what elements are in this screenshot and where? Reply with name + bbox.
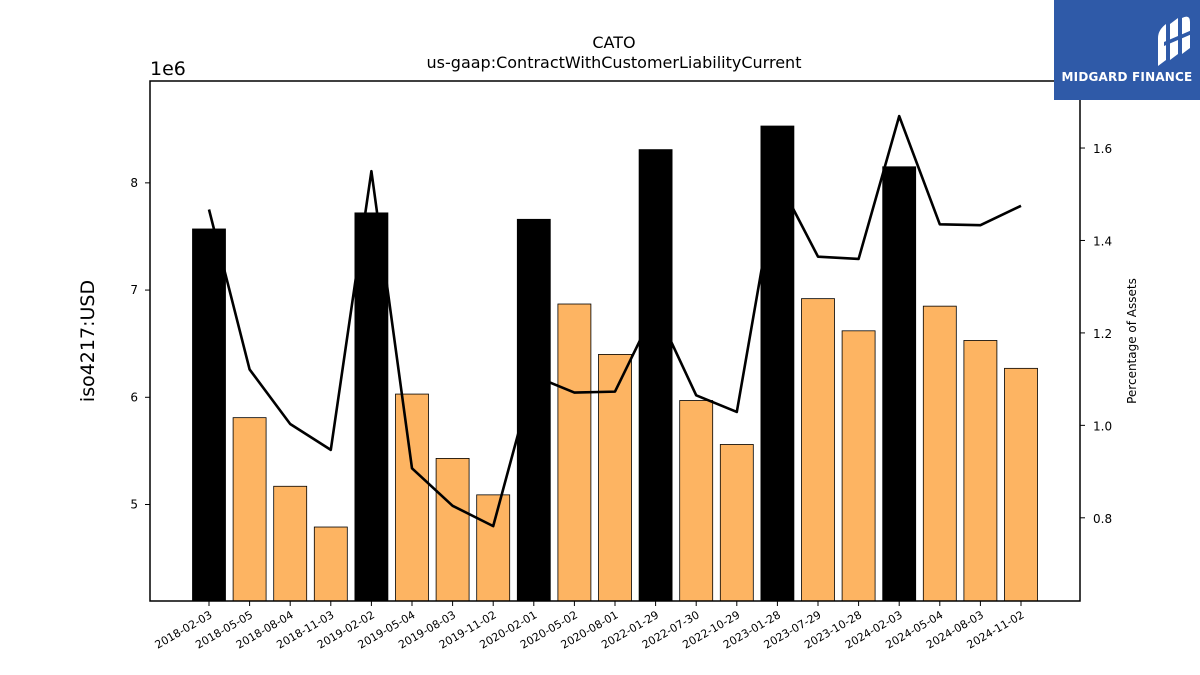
- bar-2024-02-03: [882, 166, 917, 602]
- y-axis-multiplier: 1e6: [150, 58, 186, 80]
- bar-2023-07-29: [801, 298, 835, 602]
- bar-2023-01-28: [760, 125, 795, 602]
- plot-area: 56780.81.01.21.41.62018-02-032018-05-052…: [130, 80, 1112, 652]
- y-axis-label: iso4217:USD: [77, 280, 99, 402]
- bar-2023-10-28: [841, 330, 876, 602]
- y2-tick-label-1.2: 1.2: [1093, 327, 1112, 341]
- bar-2022-07-30: [679, 400, 714, 602]
- bar-2018-08-04: [273, 485, 308, 602]
- bar-2020-08-01: [598, 354, 632, 602]
- y2-tick-label-1.6: 1.6: [1093, 142, 1112, 156]
- bar-2022-10-29: [719, 444, 754, 602]
- y2-axis-label: Percentage of Assets: [1125, 278, 1139, 404]
- bar-2018-11-03: [313, 526, 348, 602]
- y-tick-label-5: 5: [130, 498, 138, 512]
- logo: MIDGARD FINANCE: [1054, 0, 1200, 100]
- bar-2024-05-04: [922, 305, 957, 602]
- bar-2019-02-02: [354, 212, 389, 602]
- bar-2018-02-03: [192, 228, 226, 602]
- bar-2024-08-03: [963, 340, 998, 602]
- logo-text: MIDGARD FINANCE: [1061, 70, 1193, 84]
- y2-tick-label-1.4: 1.4: [1093, 234, 1112, 248]
- bar-2024-11-02: [1004, 367, 1038, 602]
- bar-2019-05-04: [395, 393, 429, 602]
- bar-2019-08-03: [435, 458, 470, 602]
- bar-2019-11-02: [476, 494, 511, 602]
- bar-2020-05-02: [557, 303, 592, 602]
- y-tick-label-8: 8: [130, 176, 138, 190]
- chart-subtitle: us-gaap:ContractWithCustomerLiabilityCur…: [427, 53, 802, 72]
- y-tick-label-7: 7: [130, 283, 138, 297]
- bar-2022-01-29: [638, 149, 673, 602]
- mf-monogram-icon: [1158, 16, 1192, 66]
- y-tick-label-6: 6: [130, 390, 138, 404]
- y2-tick-label-0.8: 0.8: [1093, 512, 1112, 526]
- bar-2020-02-01: [516, 218, 551, 602]
- bar-2018-05-05: [232, 417, 267, 602]
- chart-title: CATO: [592, 33, 635, 52]
- y2-tick-label-1: 1.0: [1093, 419, 1112, 433]
